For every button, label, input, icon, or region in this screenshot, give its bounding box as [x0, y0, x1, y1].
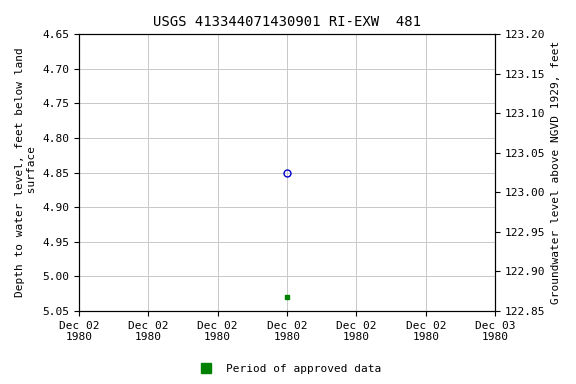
Y-axis label: Groundwater level above NGVD 1929, feet: Groundwater level above NGVD 1929, feet: [551, 41, 561, 304]
Title: USGS 413344071430901 RI-EXW  481: USGS 413344071430901 RI-EXW 481: [153, 15, 421, 29]
Legend: Period of approved data: Period of approved data: [191, 359, 385, 379]
Y-axis label: Depth to water level, feet below land
 surface: Depth to water level, feet below land su…: [15, 48, 37, 298]
